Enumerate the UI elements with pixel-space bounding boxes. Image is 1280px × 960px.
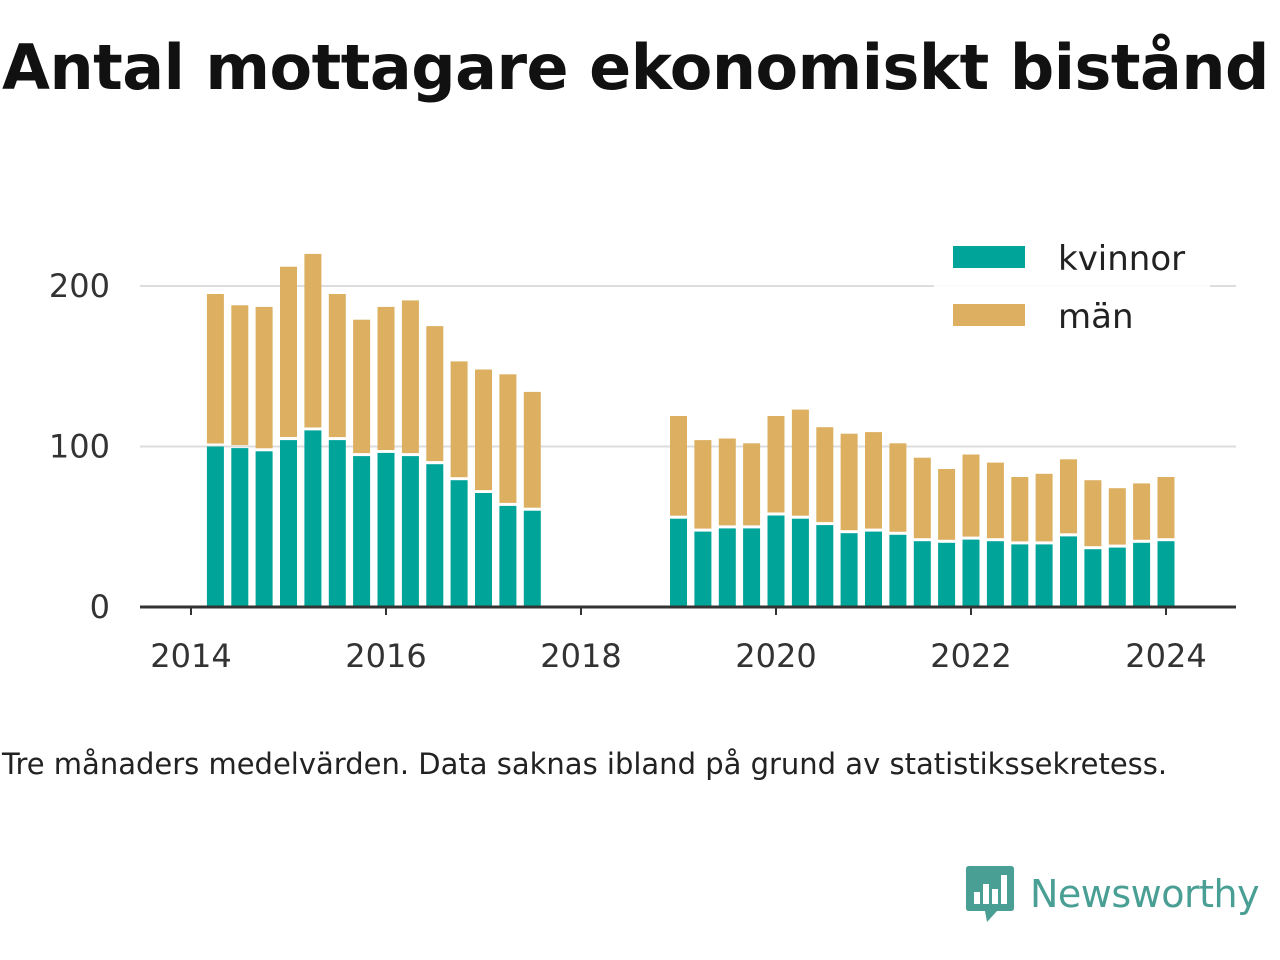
bar-kvinnor	[1157, 541, 1175, 607]
x-tick-label: 2016	[345, 637, 426, 675]
bar-kvinnor	[694, 531, 712, 607]
bar-kvinnor	[255, 451, 273, 607]
bar-man	[426, 326, 444, 462]
bar-man	[938, 469, 956, 540]
bar-kvinnor	[231, 448, 249, 607]
bar-kvinnor	[743, 528, 761, 607]
bar-man	[280, 266, 297, 437]
bar-kvinnor	[206, 446, 224, 607]
bar-kvinnor	[1011, 544, 1029, 607]
bar-kvinnor	[280, 440, 297, 607]
bar-man	[206, 294, 224, 444]
legend-label-kvinnor: kvinnor	[1058, 239, 1185, 279]
bar-man	[304, 253, 322, 428]
bar-man	[913, 457, 931, 539]
bar-kvinnor	[718, 528, 736, 607]
bar-kvinnor	[377, 452, 395, 607]
bar-man	[1011, 477, 1029, 542]
bar-kvinnor	[670, 518, 687, 607]
bar-kvinnor	[401, 456, 419, 607]
legend-swatch-man	[953, 304, 1025, 326]
chart-title: Antal mottagare ekonomiskt bistånd	[2, 31, 1269, 104]
bar-man	[791, 409, 809, 516]
bar-man	[816, 427, 834, 523]
bar-man	[1108, 488, 1126, 545]
bar-man	[694, 440, 712, 529]
newsworthy-icon	[966, 866, 1014, 922]
bar-man	[865, 432, 882, 529]
bar-man	[1133, 483, 1151, 540]
bar-kvinnor	[1084, 549, 1102, 607]
brand-name: Newsworthy	[1030, 872, 1260, 916]
newsworthy-logo: Newsworthy	[964, 864, 1260, 924]
bar-kvinnor	[840, 533, 858, 607]
bar-man	[231, 305, 249, 446]
y-axis-ticks: 0 100 200	[49, 267, 110, 626]
bar-man	[475, 369, 492, 491]
bar-man	[889, 443, 907, 532]
legend-swatch-kvinnor	[953, 246, 1025, 268]
chart-area: 2014 2016 2018 2020 2022 2024 0 100 200 kvinnor…	[48, 228, 1236, 675]
bar-kvinnor	[450, 480, 468, 607]
bar-kvinnor	[986, 541, 1004, 607]
bar-kvinnor	[475, 493, 492, 607]
bar-man	[377, 306, 395, 450]
bar-man	[255, 306, 273, 449]
x-axis-ticks: 2014 2016 2018 2020 2022 2024	[150, 607, 1207, 675]
bar-kvinnor	[913, 541, 931, 607]
bars	[206, 253, 1175, 607]
bar-kvinnor	[1133, 542, 1151, 607]
bar-kvinnor	[889, 534, 907, 607]
bar-man	[718, 438, 736, 526]
x-tick-label: 2024	[1125, 637, 1206, 675]
bar-man	[450, 361, 468, 478]
x-tick-label: 2020	[735, 637, 816, 675]
y-tick-label: 100	[49, 428, 110, 466]
bar-man	[962, 454, 980, 537]
y-tick-label: 200	[49, 267, 110, 305]
bar-kvinnor	[962, 539, 980, 607]
bar-man	[840, 433, 858, 531]
chart-caption: Tre månaders medelvärden. Data saknas ib…	[2, 747, 1168, 781]
bar-kvinnor	[499, 505, 517, 607]
bar-man	[328, 294, 346, 438]
bar-kvinnor	[328, 440, 346, 607]
x-tick-label: 2018	[540, 637, 621, 675]
bar-kvinnor	[938, 542, 956, 607]
bar-kvinnor	[304, 430, 322, 607]
bar-kvinnor	[426, 464, 444, 607]
bar-kvinnor	[791, 518, 809, 607]
bar-man	[670, 416, 687, 516]
legend: kvinnor män	[934, 228, 1210, 348]
bar-man	[986, 462, 1004, 539]
bar-kvinnor	[767, 515, 785, 607]
bar-man	[353, 319, 371, 454]
bar-man	[767, 416, 785, 513]
bar-man	[1060, 459, 1077, 534]
x-tick-label: 2014	[150, 637, 231, 675]
bar-man	[1035, 473, 1053, 542]
legend-label-man: män	[1058, 297, 1134, 337]
bar-kvinnor	[1060, 536, 1077, 607]
bar-man	[499, 374, 517, 503]
bar-kvinnor	[1035, 544, 1053, 607]
bar-kvinnor	[1108, 547, 1126, 607]
bar-kvinnor	[816, 525, 834, 607]
bar-kvinnor	[865, 531, 882, 607]
bar-man	[743, 443, 761, 526]
bar-kvinnor	[353, 456, 371, 607]
bar-man	[401, 300, 419, 454]
y-tick-label: 0	[90, 588, 110, 626]
bar-man	[523, 391, 541, 508]
bar-man	[1084, 480, 1102, 547]
bar-man	[1157, 477, 1175, 539]
x-tick-label: 2022	[930, 637, 1011, 675]
bar-kvinnor	[523, 510, 541, 607]
